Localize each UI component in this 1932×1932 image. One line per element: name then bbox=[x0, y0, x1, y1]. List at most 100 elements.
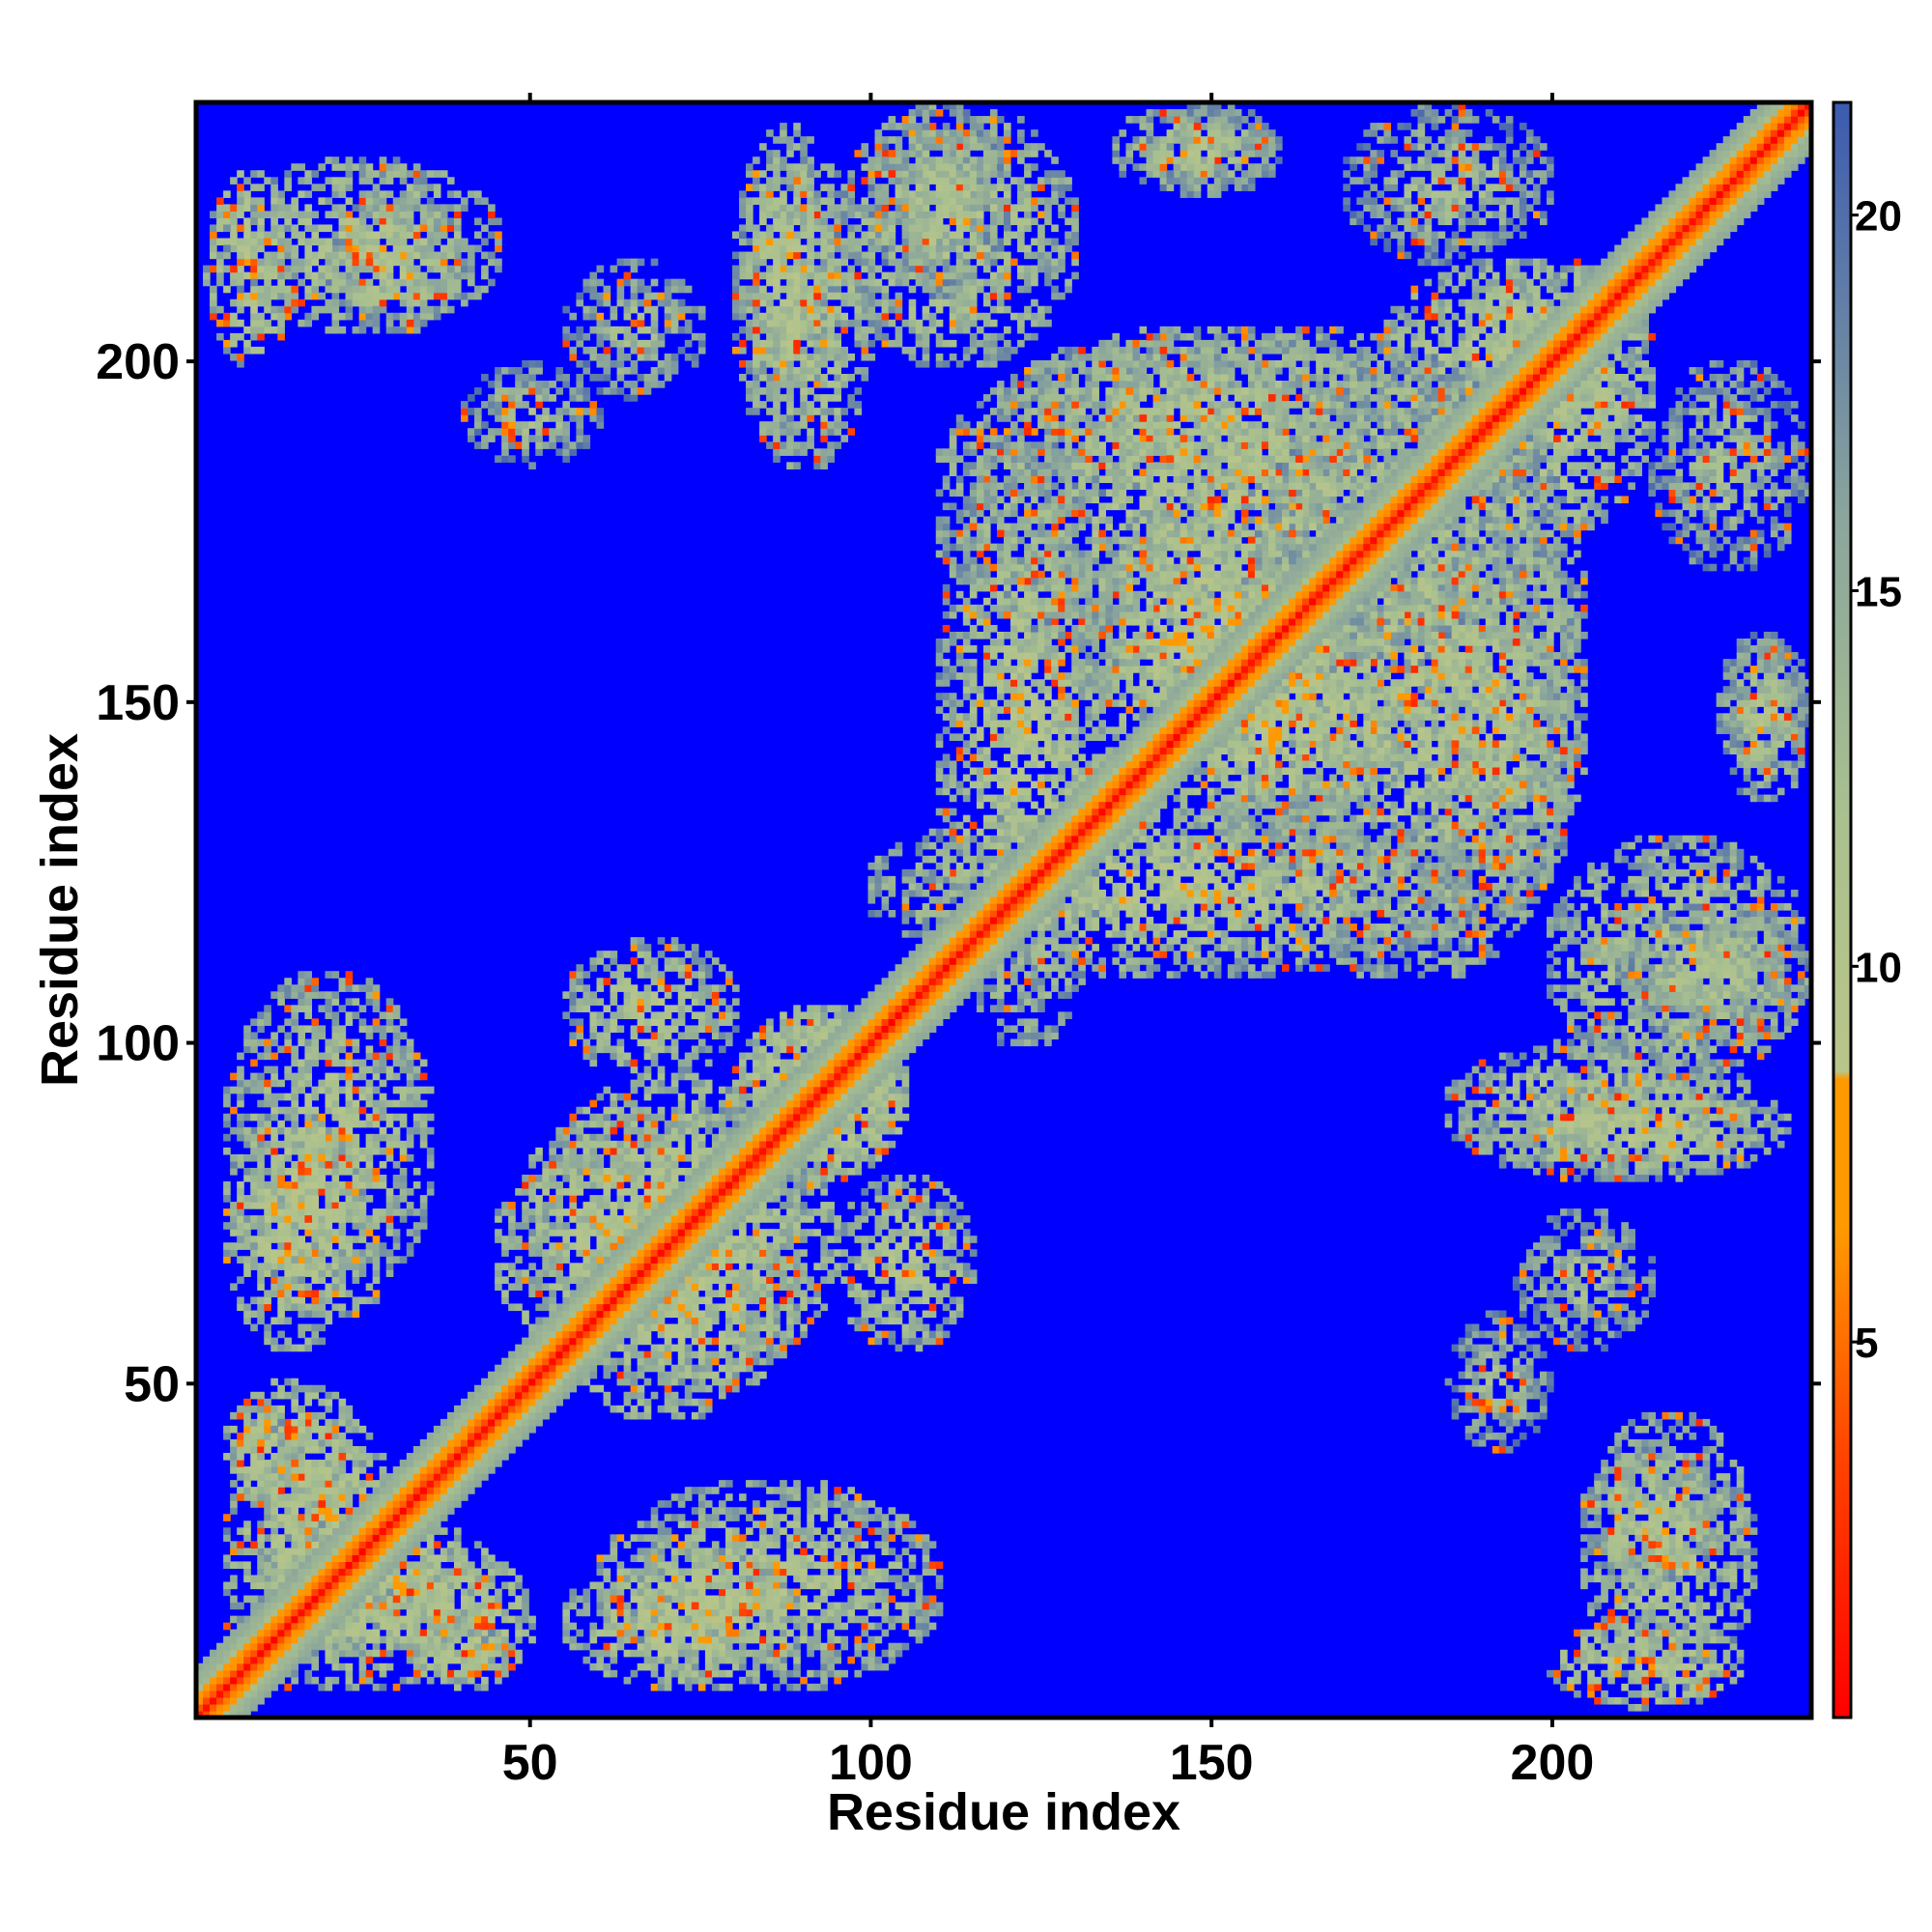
heatmap-cell bbox=[311, 1411, 320, 1420]
heatmap-cell bbox=[935, 1011, 944, 1020]
heatmap-cell bbox=[243, 1696, 251, 1705]
heatmap-cell bbox=[562, 1608, 570, 1617]
heatmap-cell bbox=[989, 895, 998, 904]
heatmap-cell bbox=[1105, 774, 1114, 782]
heatmap-cell bbox=[895, 984, 903, 992]
heatmap-cell bbox=[718, 1581, 726, 1590]
heatmap-cell bbox=[1092, 841, 1099, 850]
heatmap-cell bbox=[807, 1099, 814, 1108]
heatmap-cell bbox=[1567, 346, 1575, 355]
heatmap-cell bbox=[1464, 408, 1473, 415]
heatmap-cell bbox=[338, 1222, 347, 1230]
heatmap-cell bbox=[1024, 835, 1032, 843]
heatmap-cell bbox=[474, 1460, 482, 1467]
heatmap-cell bbox=[468, 1398, 475, 1406]
heatmap-cell bbox=[643, 1554, 652, 1563]
heatmap-cell bbox=[711, 1561, 720, 1570]
heatmap-cell bbox=[637, 1622, 645, 1631]
heatmap-cell bbox=[1567, 292, 1575, 300]
heatmap-cell bbox=[338, 1514, 347, 1521]
heatmap-cell bbox=[1295, 597, 1303, 606]
heatmap-cell bbox=[230, 1453, 238, 1461]
heatmap-cell bbox=[1763, 136, 1772, 144]
heatmap-cell bbox=[1302, 652, 1310, 660]
heatmap-cell bbox=[501, 1425, 509, 1434]
heatmap-cell bbox=[406, 1642, 414, 1651]
heatmap-cell bbox=[304, 1568, 313, 1577]
heatmap-cell bbox=[1574, 326, 1581, 334]
heatmap-cell bbox=[1770, 143, 1778, 151]
heatmap-cell bbox=[331, 1256, 340, 1264]
heatmap-cell bbox=[935, 971, 944, 979]
heatmap-cell bbox=[338, 1432, 347, 1440]
heatmap-cell bbox=[372, 1527, 381, 1535]
heatmap-cell bbox=[1207, 720, 1215, 727]
heatmap-cell bbox=[365, 1649, 374, 1658]
heatmap-cell bbox=[1594, 359, 1602, 368]
heatmap-cell bbox=[243, 1174, 251, 1182]
heatmap-cell bbox=[1498, 366, 1507, 375]
heatmap-cell bbox=[501, 1669, 509, 1678]
heatmap-cell bbox=[446, 1629, 455, 1637]
heatmap-cell bbox=[996, 889, 1005, 897]
heatmap-cell bbox=[731, 1160, 740, 1169]
heatmap-cell bbox=[1336, 543, 1344, 552]
heatmap-cell bbox=[1390, 475, 1399, 484]
heatmap-cell bbox=[1031, 875, 1038, 884]
heatmap-cell bbox=[1105, 808, 1114, 816]
heatmap-cell bbox=[724, 1683, 733, 1691]
heatmap-cell bbox=[1519, 408, 1527, 415]
heatmap-cell bbox=[338, 1595, 347, 1604]
heatmap-cell bbox=[426, 1649, 435, 1658]
heatmap-cell bbox=[210, 1710, 217, 1718]
heatmap-cell bbox=[453, 1622, 462, 1631]
heatmap-cell bbox=[928, 937, 937, 945]
heatmap-cell bbox=[358, 1548, 367, 1555]
heatmap-cell bbox=[1431, 496, 1439, 504]
heatmap-cell bbox=[515, 1350, 523, 1359]
heatmap-cell bbox=[1668, 224, 1677, 233]
heatmap-cell bbox=[1547, 346, 1554, 355]
heatmap-cell bbox=[1329, 543, 1337, 552]
heatmap-cell bbox=[1010, 917, 1018, 924]
heatmap-cell bbox=[311, 1140, 320, 1149]
heatmap-cell bbox=[1404, 516, 1412, 525]
heatmap-cell bbox=[996, 902, 1005, 911]
heatmap-cell bbox=[237, 1079, 244, 1088]
heatmap-cell bbox=[1628, 231, 1635, 240]
heatmap-cell bbox=[1519, 359, 1527, 368]
heatmap-cell bbox=[691, 1208, 699, 1216]
heatmap-cell bbox=[1213, 699, 1222, 707]
heatmap-cell bbox=[813, 1133, 821, 1142]
heatmap-cell bbox=[501, 1364, 509, 1373]
heatmap-cell bbox=[1532, 421, 1541, 429]
heatmap-cell bbox=[1478, 475, 1487, 484]
heatmap-cell bbox=[1282, 672, 1290, 680]
heatmap-cell bbox=[474, 1669, 482, 1678]
heatmap-cell bbox=[1716, 156, 1724, 164]
heatmap-cell bbox=[352, 1195, 360, 1203]
heatmap-cell bbox=[1519, 353, 1527, 361]
heatmap-cell bbox=[318, 1588, 327, 1597]
heatmap-cell bbox=[704, 1568, 713, 1577]
heatmap-cell bbox=[691, 1635, 699, 1644]
heatmap-cell bbox=[718, 1188, 726, 1196]
heatmap-cell bbox=[311, 1649, 320, 1658]
heatmap-cell bbox=[589, 1629, 598, 1637]
heatmap-cell bbox=[1166, 747, 1175, 755]
heatmap-cell bbox=[1159, 740, 1168, 748]
heatmap-cell bbox=[1662, 278, 1670, 287]
heatmap-cell bbox=[284, 1466, 292, 1474]
heatmap-cell bbox=[901, 957, 910, 965]
heatmap-cell bbox=[1458, 401, 1466, 409]
heatmap-cell bbox=[637, 1303, 645, 1312]
heatmap-cell bbox=[237, 1635, 244, 1644]
heatmap-cell bbox=[949, 991, 957, 999]
heatmap-cell bbox=[331, 1167, 340, 1176]
heatmap-cell bbox=[1431, 509, 1439, 518]
heatmap-cell bbox=[786, 1106, 794, 1115]
heatmap-cell bbox=[203, 1662, 211, 1671]
heatmap-cell bbox=[495, 1669, 502, 1678]
heatmap-cell bbox=[834, 1120, 841, 1128]
heatmap-cell bbox=[501, 1453, 509, 1461]
